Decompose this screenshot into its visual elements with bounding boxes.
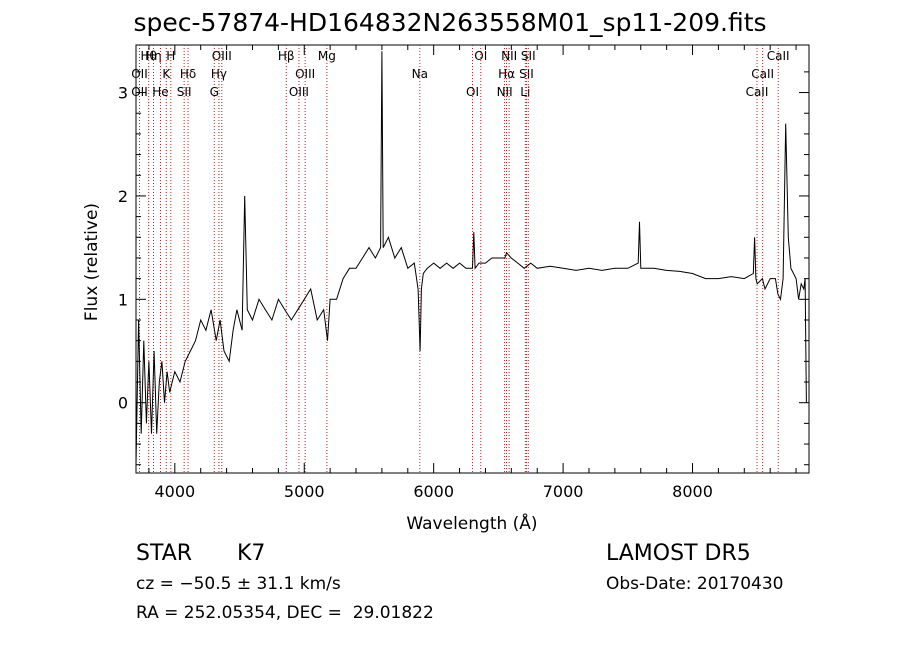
line-label: NII (501, 49, 517, 63)
line-label: OII (131, 67, 148, 81)
line-label: Hβ (278, 49, 295, 63)
survey-name: LAMOST DR5 (606, 541, 751, 566)
y-tick-label: 0 (118, 394, 128, 413)
emission-line-markers: HθOIIOIIHηKHeHHδSIIOIIIHγGHβOIIIOIIIMgNa… (131, 45, 790, 473)
x-tick-label: 8000 (672, 482, 713, 501)
line-label: OII (131, 85, 148, 99)
x-tick-label: 7000 (543, 482, 584, 501)
line-label: OIII (289, 85, 309, 99)
spectrum-series (135, 51, 807, 465)
line-label: OIII (212, 49, 232, 63)
coordinates: RA = 252.05354, DEC = 29.01822 (136, 603, 434, 623)
chart-title: spec-57874-HD164832N263558M01_sp11-209.f… (133, 8, 767, 37)
line-label: G (210, 85, 219, 99)
axis-ticks: 4000 5000 6000 7000 8000 0 1 2 3 (118, 45, 809, 501)
line-label: Li (520, 85, 530, 99)
x-axis-label: Wavelength (Å) (406, 512, 537, 534)
x-tick-label: 6000 (413, 482, 454, 501)
line-label: OIII (295, 67, 315, 81)
x-tick-label: 4000 (154, 482, 195, 501)
y-tick-label: 1 (118, 290, 128, 309)
line-label: Mg (318, 49, 336, 63)
line-label: Na (412, 67, 428, 81)
line-label: CaII (746, 85, 769, 99)
y-tick-label: 2 (118, 187, 128, 206)
line-label: OI (466, 85, 479, 99)
redshift-value: cz = −50.5 ± 31.1 km/s (136, 574, 341, 594)
y-axis-label: Flux (relative) (82, 203, 102, 321)
line-label: NII (497, 85, 513, 99)
line-label: Hθ (140, 49, 156, 63)
line-label: SII (177, 85, 192, 99)
x-tick-label: 5000 (284, 482, 325, 501)
line-label: CaII (767, 49, 790, 63)
object-subclass: K7 (237, 541, 266, 566)
observation-date: Obs-Date: 20170430 (606, 574, 784, 594)
object-class: STAR (136, 541, 193, 566)
line-label: SII (519, 67, 534, 81)
line-label: H (166, 49, 175, 63)
line-label: OI (474, 49, 487, 63)
line-label: Hη (145, 49, 162, 63)
line-label: Hδ (180, 67, 196, 81)
spectrum-line (135, 51, 807, 465)
y-tick-label: 3 (118, 84, 128, 103)
line-label: Hγ (211, 67, 227, 81)
line-label: K (162, 67, 171, 81)
line-label: CaII (751, 67, 774, 81)
line-label: Hα (498, 67, 515, 81)
line-label: SII (521, 49, 536, 63)
line-label: He (152, 85, 168, 99)
